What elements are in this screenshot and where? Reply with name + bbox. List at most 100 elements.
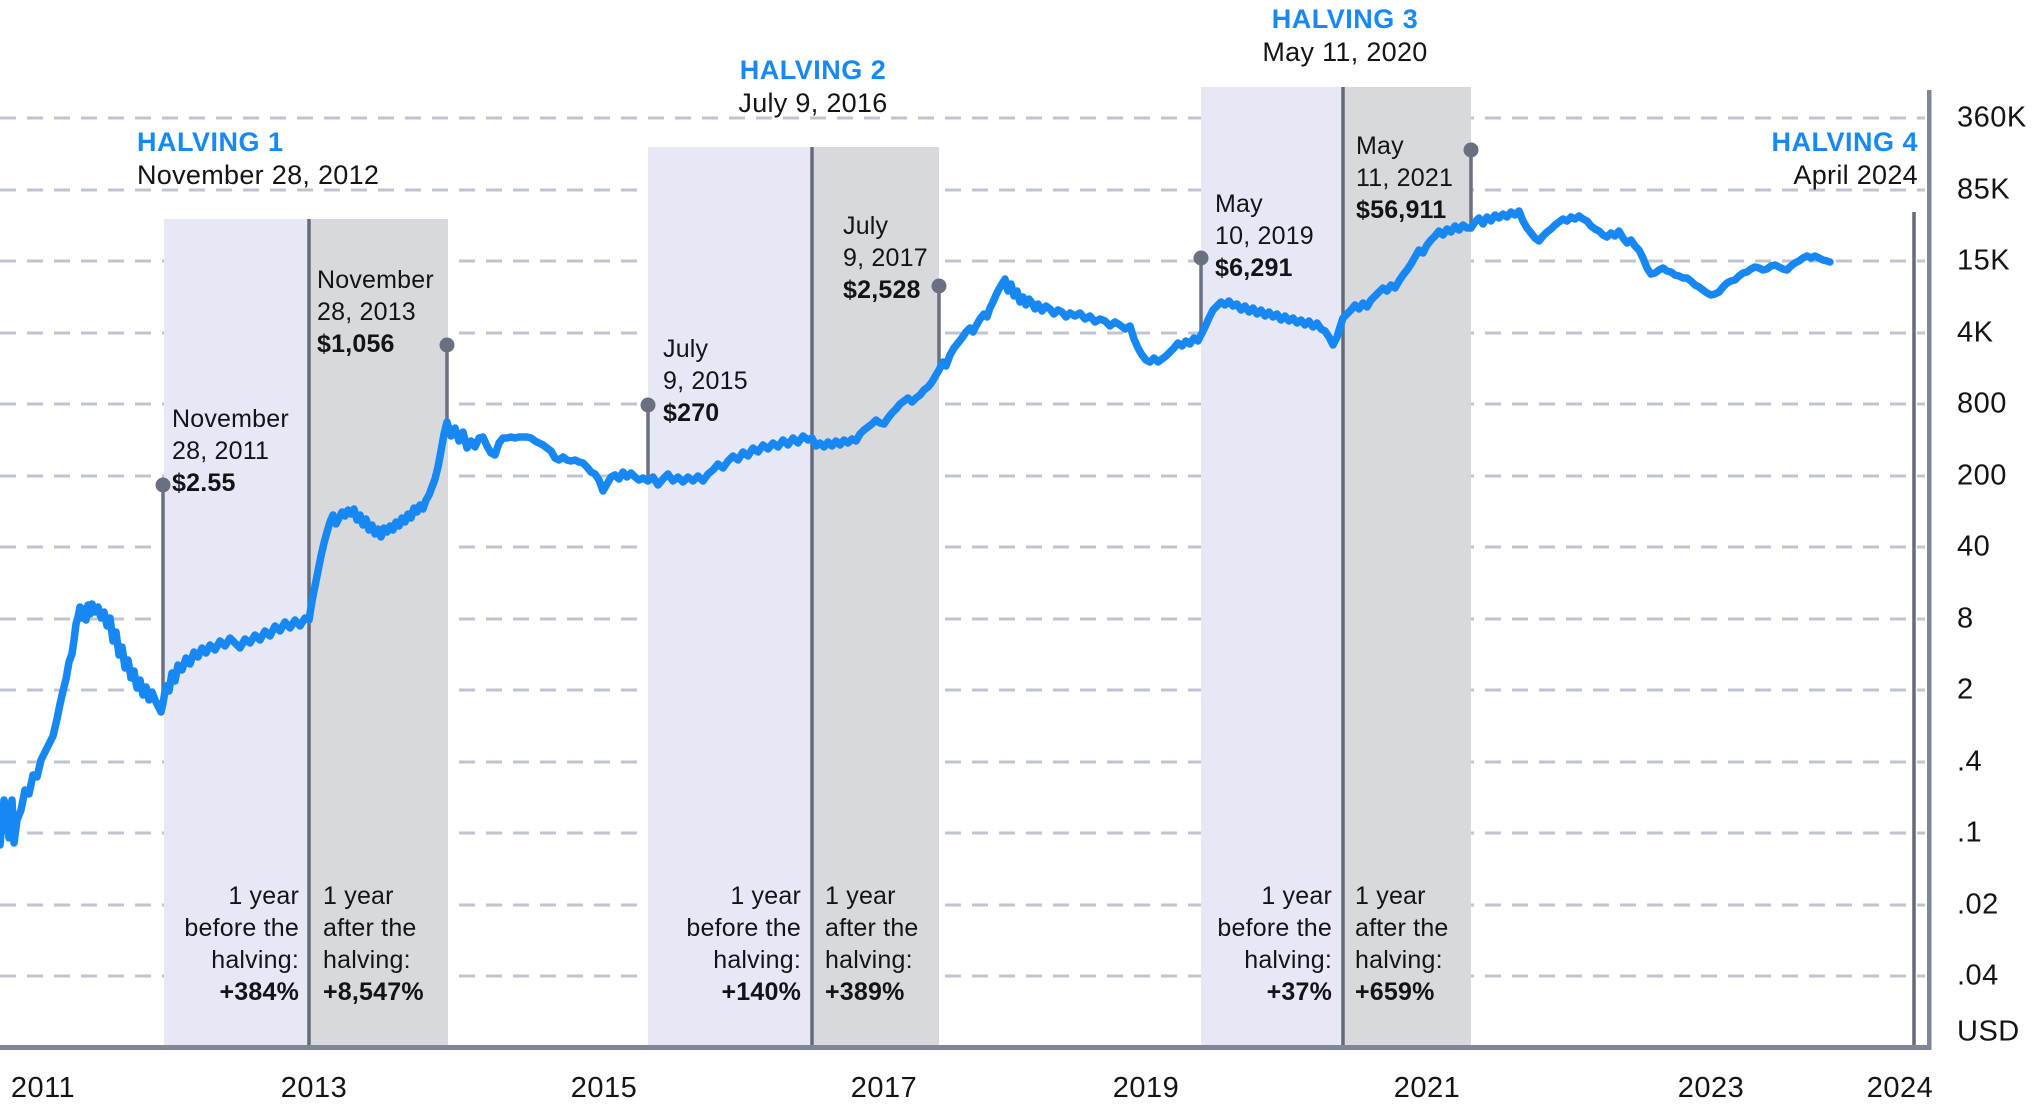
- x-tick-label: 2015: [570, 1072, 638, 1104]
- y-tick-label: 15K: [1957, 244, 2011, 277]
- stat-line: 1 year: [730, 882, 801, 910]
- y-tick-label: .1: [1957, 816, 1983, 849]
- band-before-halving-2: [648, 147, 812, 1045]
- price-line: [0, 207, 1834, 849]
- y-tick-label: 800: [1957, 387, 2007, 420]
- annotation-value: $1,056: [317, 330, 395, 358]
- halving-4-header: HALVING 4 April 2024: [1618, 126, 1918, 192]
- y-axis-unit-label: USD: [1957, 1015, 2020, 1048]
- annotation-marker-dot: [931, 278, 947, 294]
- x-tick-label: 2019: [1112, 1072, 1180, 1104]
- band-before-halving-3: [1201, 87, 1343, 1045]
- y-tick-label: 200: [1957, 459, 2007, 492]
- x-tick-label: 2013: [280, 1072, 348, 1104]
- y-axis-line: [1927, 90, 1932, 1050]
- annotation-line: May: [1356, 132, 1404, 160]
- band-after-halving-2: [812, 147, 939, 1045]
- band-after-halving-1: [309, 219, 448, 1045]
- annotation-jul-2015: July 9, 2015 $270: [663, 333, 748, 429]
- x-axis-line: [0, 1045, 1932, 1050]
- stat-percent: +384%: [219, 978, 299, 1006]
- annotation-line: 11, 2021: [1356, 164, 1454, 192]
- x-tick-label: 2017: [850, 1072, 918, 1104]
- y-tick-label: .4: [1957, 745, 1983, 778]
- annotation-line: 9, 2017: [843, 244, 928, 272]
- y-tick-label: .04: [1957, 959, 1999, 992]
- stat-line: before the: [184, 914, 299, 942]
- halving-4-title: HALVING 4: [1771, 127, 1918, 157]
- annotation-line: July: [843, 212, 889, 240]
- annotation-value: $2.55: [172, 469, 236, 497]
- halving-3-title: HALVING 3: [1271, 4, 1419, 34]
- annotation-marker-dot: [1463, 142, 1479, 158]
- annotation-jul-2017: July 9, 2017 $2,528: [843, 210, 928, 306]
- annotation-line: 28, 2011: [172, 437, 270, 465]
- halving-1-title: HALVING 1: [137, 127, 284, 157]
- stat-line: after the: [323, 914, 417, 942]
- stat-line: 1 year: [1355, 882, 1426, 910]
- stat-line: halving:: [1355, 946, 1443, 974]
- halving-2-date: July 9, 2016: [738, 88, 888, 118]
- stat-line: 1 year: [228, 882, 299, 910]
- annotation-value: $2,528: [843, 276, 921, 304]
- x-tick-label: 2023: [1677, 1072, 1745, 1104]
- stat-line: before the: [1217, 914, 1332, 942]
- halving-3-before-stats: 1 year before the halving: +37%: [1132, 880, 1332, 1008]
- annotation-line: May: [1215, 190, 1263, 218]
- halving-2-before-stats: 1 year before the halving: +140%: [601, 880, 801, 1008]
- stat-line: halving:: [323, 946, 411, 974]
- halving-3-after-stats: 1 year after the halving: +659%: [1355, 880, 1449, 1008]
- x-tick-label: 2024: [1866, 1072, 1934, 1104]
- y-tick-label: 2: [1957, 673, 1974, 706]
- annotation-may-2021: May 11, 2021 $56,911: [1356, 130, 1453, 226]
- annotation-nov-2013: November 28, 2013 $1,056: [317, 264, 434, 360]
- annotation-line: November: [317, 266, 434, 294]
- y-tick-label: 360K: [1957, 101, 2027, 134]
- annotation-marker-dot: [439, 337, 455, 353]
- annotation-line: July: [663, 335, 709, 363]
- halving-1-before-stats: 1 year before the halving: +384%: [99, 880, 299, 1008]
- halving-1-after-stats: 1 year after the halving: +8,547%: [323, 880, 424, 1008]
- stat-line: 1 year: [825, 882, 896, 910]
- stat-line: after the: [825, 914, 919, 942]
- y-tick-label: .02: [1957, 888, 1999, 921]
- halving-3-header: HALVING 3 May 11, 2020: [1145, 3, 1545, 69]
- halving-2-after-stats: 1 year after the halving: +389%: [825, 880, 919, 1008]
- stat-line: before the: [686, 914, 801, 942]
- x-tick-label: 2021: [1393, 1072, 1461, 1104]
- stat-percent: +659%: [1355, 978, 1435, 1006]
- y-tick-label: 8: [1957, 602, 1974, 635]
- halving-1-date: November 28, 2012: [137, 160, 380, 190]
- annotation-marker-dot: [640, 397, 656, 413]
- y-tick-label: 85K: [1957, 173, 2011, 206]
- stat-percent: +389%: [825, 978, 905, 1006]
- annotation-line: 9, 2015: [663, 367, 748, 395]
- annotation-may-2019: May 10, 2019 $6,291: [1215, 188, 1314, 284]
- stat-line: halving:: [211, 946, 299, 974]
- stat-percent: +8,547%: [323, 978, 424, 1006]
- annotation-line: 28, 2013: [317, 298, 416, 326]
- annotation-nov-2011: November 28, 2011 $2.55: [172, 403, 289, 499]
- x-tick-label: 2011: [10, 1072, 76, 1104]
- y-tick-label: 4K: [1957, 316, 1994, 349]
- annotation-value: $270: [663, 399, 720, 427]
- annotation-line: November: [172, 405, 289, 433]
- halving-2-header: HALVING 2 July 9, 2016: [613, 54, 1013, 120]
- stat-line: halving:: [713, 946, 801, 974]
- stat-line: 1 year: [1261, 882, 1332, 910]
- stat-line: halving:: [1244, 946, 1332, 974]
- annotation-line: 10, 2019: [1215, 222, 1314, 250]
- annotation-marker-dot: [1193, 250, 1209, 266]
- stat-percent: +37%: [1266, 978, 1332, 1006]
- band-after-halving-3: [1343, 87, 1471, 1045]
- annotation-marker-dot: [155, 477, 171, 493]
- band-before-halving-1: [164, 219, 309, 1045]
- halving-1-header: HALVING 1 November 28, 2012: [137, 126, 379, 192]
- stat-line: after the: [1355, 914, 1449, 942]
- stat-line: 1 year: [323, 882, 394, 910]
- stat-percent: +140%: [721, 978, 801, 1006]
- annotation-value: $6,291: [1215, 254, 1293, 282]
- halving-2-title: HALVING 2: [739, 55, 887, 85]
